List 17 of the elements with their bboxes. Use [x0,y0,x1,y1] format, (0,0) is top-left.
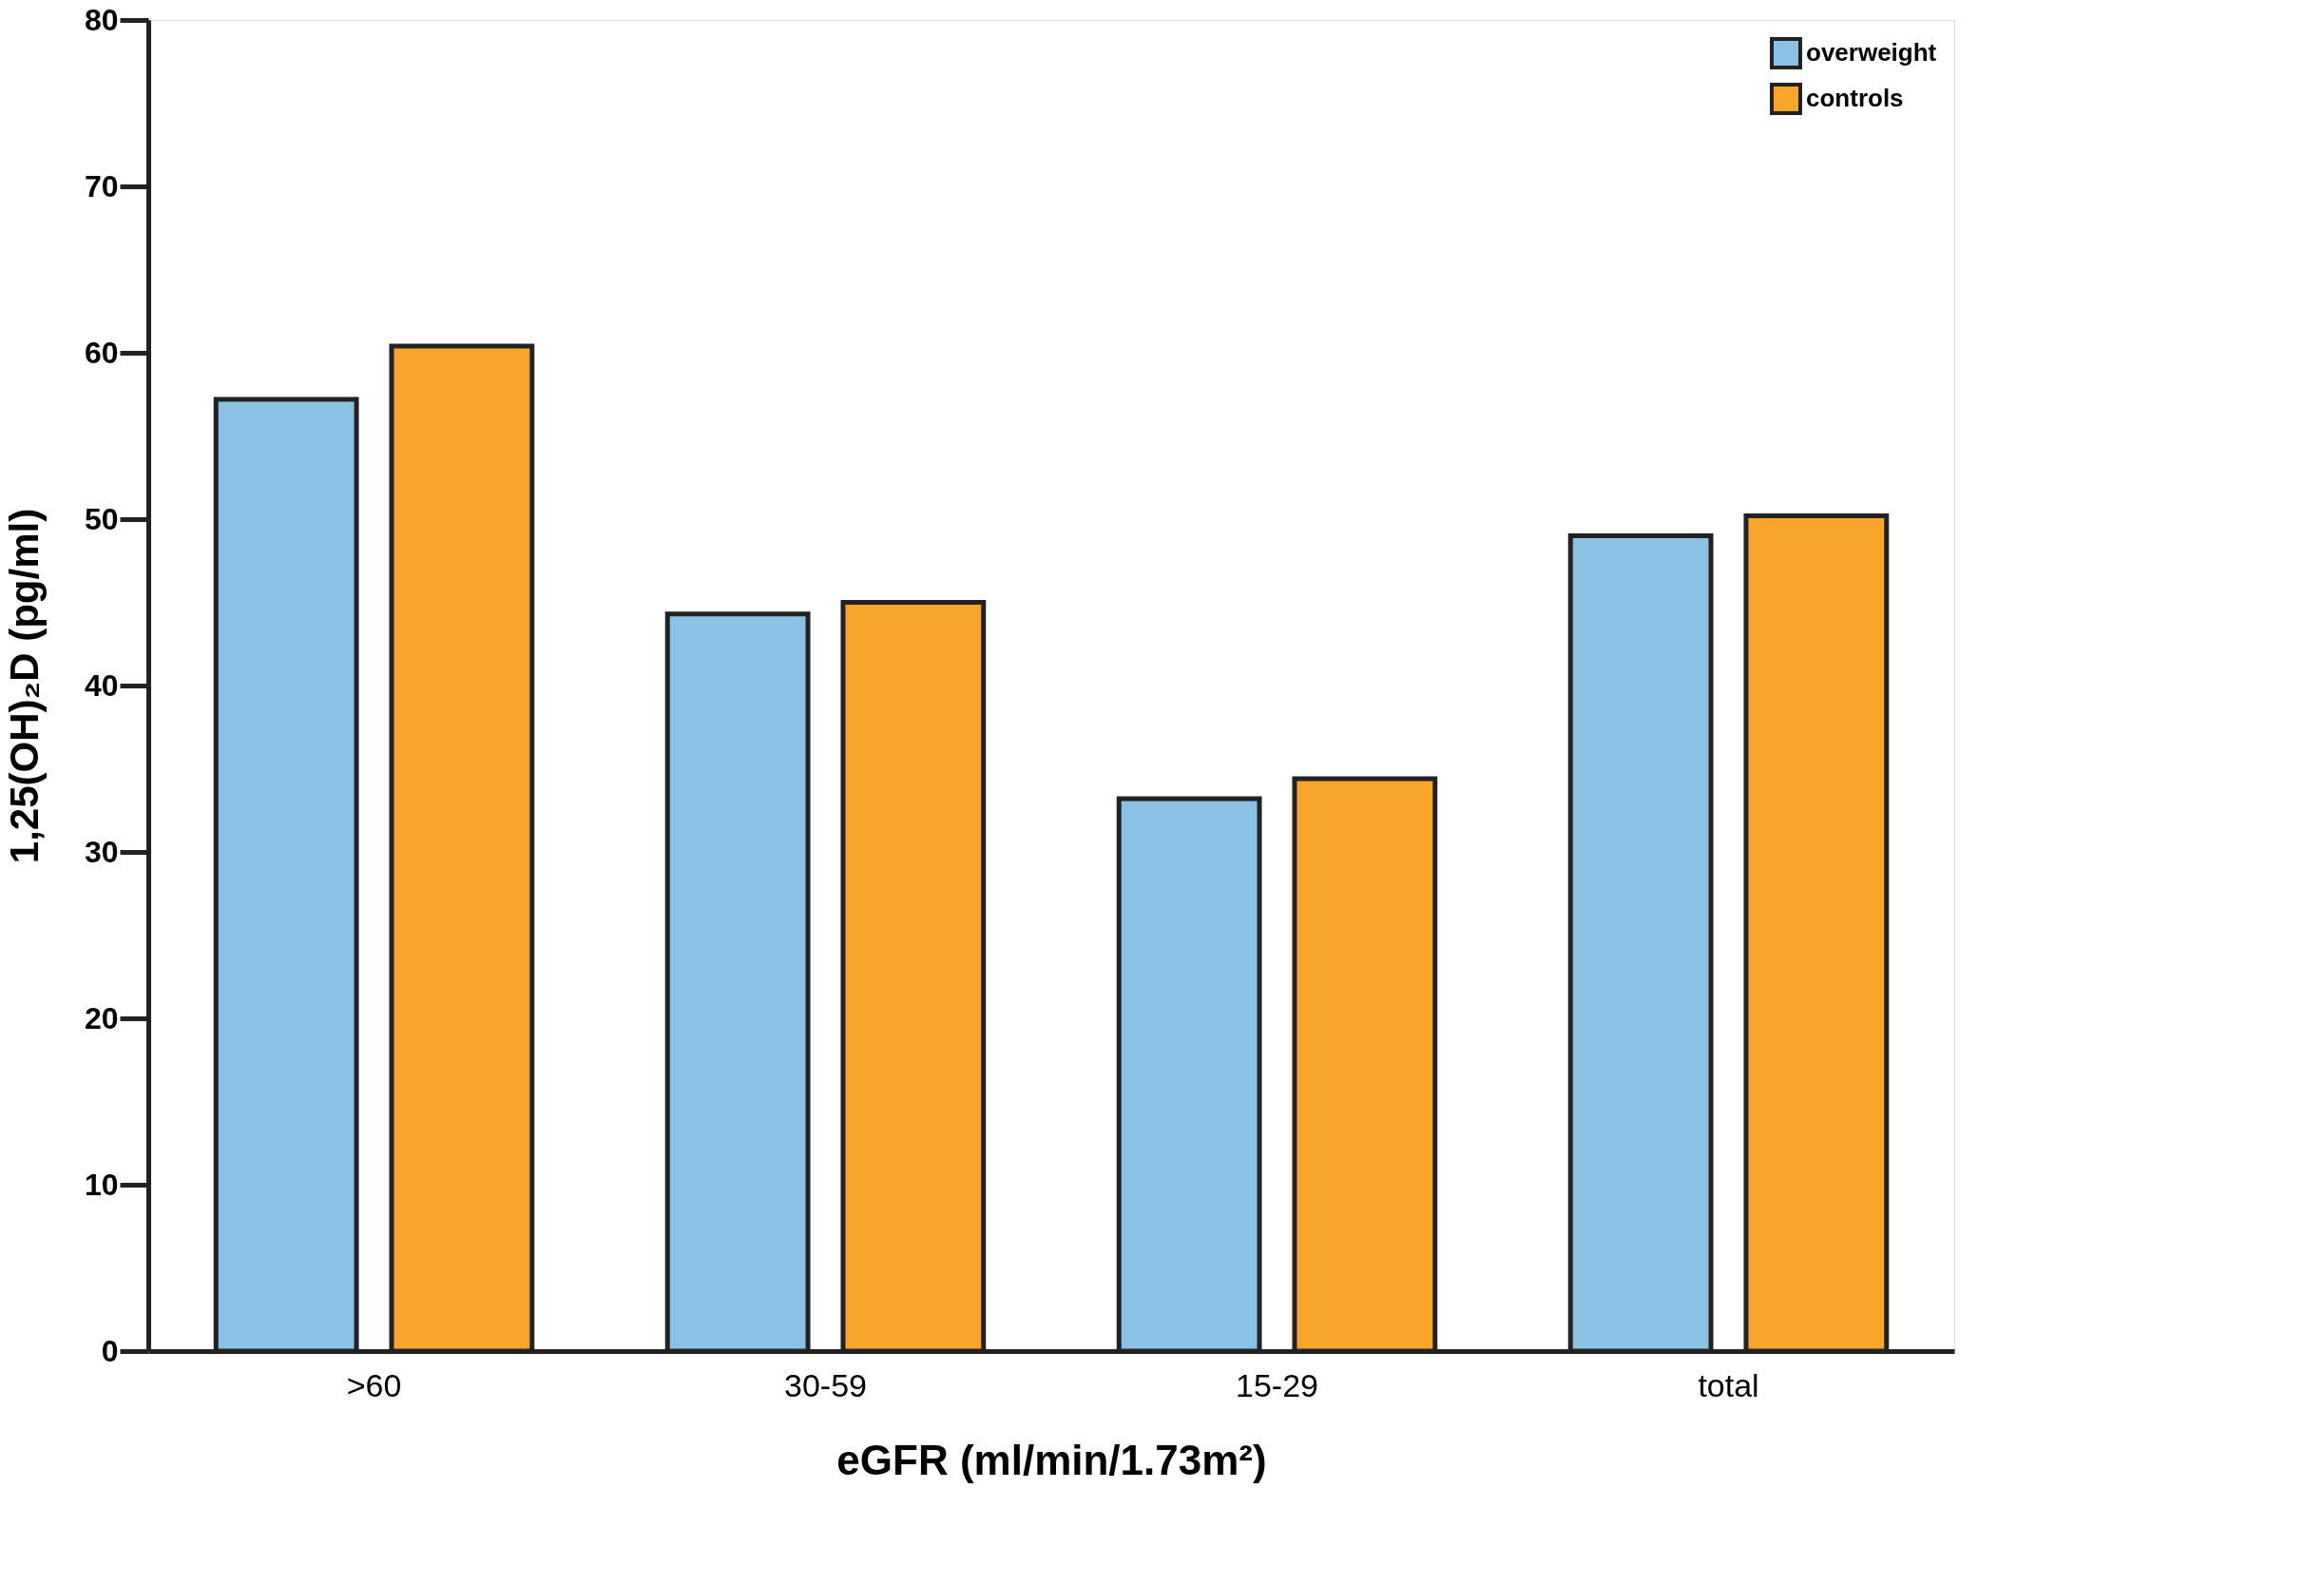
y-tick-label: 80 [84,2,119,37]
y-tick-label: 20 [84,1000,119,1035]
legend-label: controls [1806,84,1904,112]
x-tick-label: 30-59 [784,1366,867,1403]
y-tick-label: 30 [84,834,119,869]
y-axis-title: 1,25(OH)₂D (pg/ml) [1,508,47,864]
y-tick-label: 10 [84,1167,119,1202]
x-tick-label: >60 [346,1366,402,1403]
legend-label: overweight [1806,38,1937,67]
y-tick-label: 50 [84,501,119,536]
x-axis-title: eGFR (ml/min/1.73m²) [836,1436,1267,1483]
x-tick-label: 15-29 [1236,1366,1318,1403]
y-tick-label: 60 [84,335,119,370]
y-tick-label: 0 [101,1333,119,1368]
y-tick-label: 70 [84,168,119,203]
x-tick-label: total [1698,1366,1759,1403]
y-tick-label: 40 [84,667,119,703]
